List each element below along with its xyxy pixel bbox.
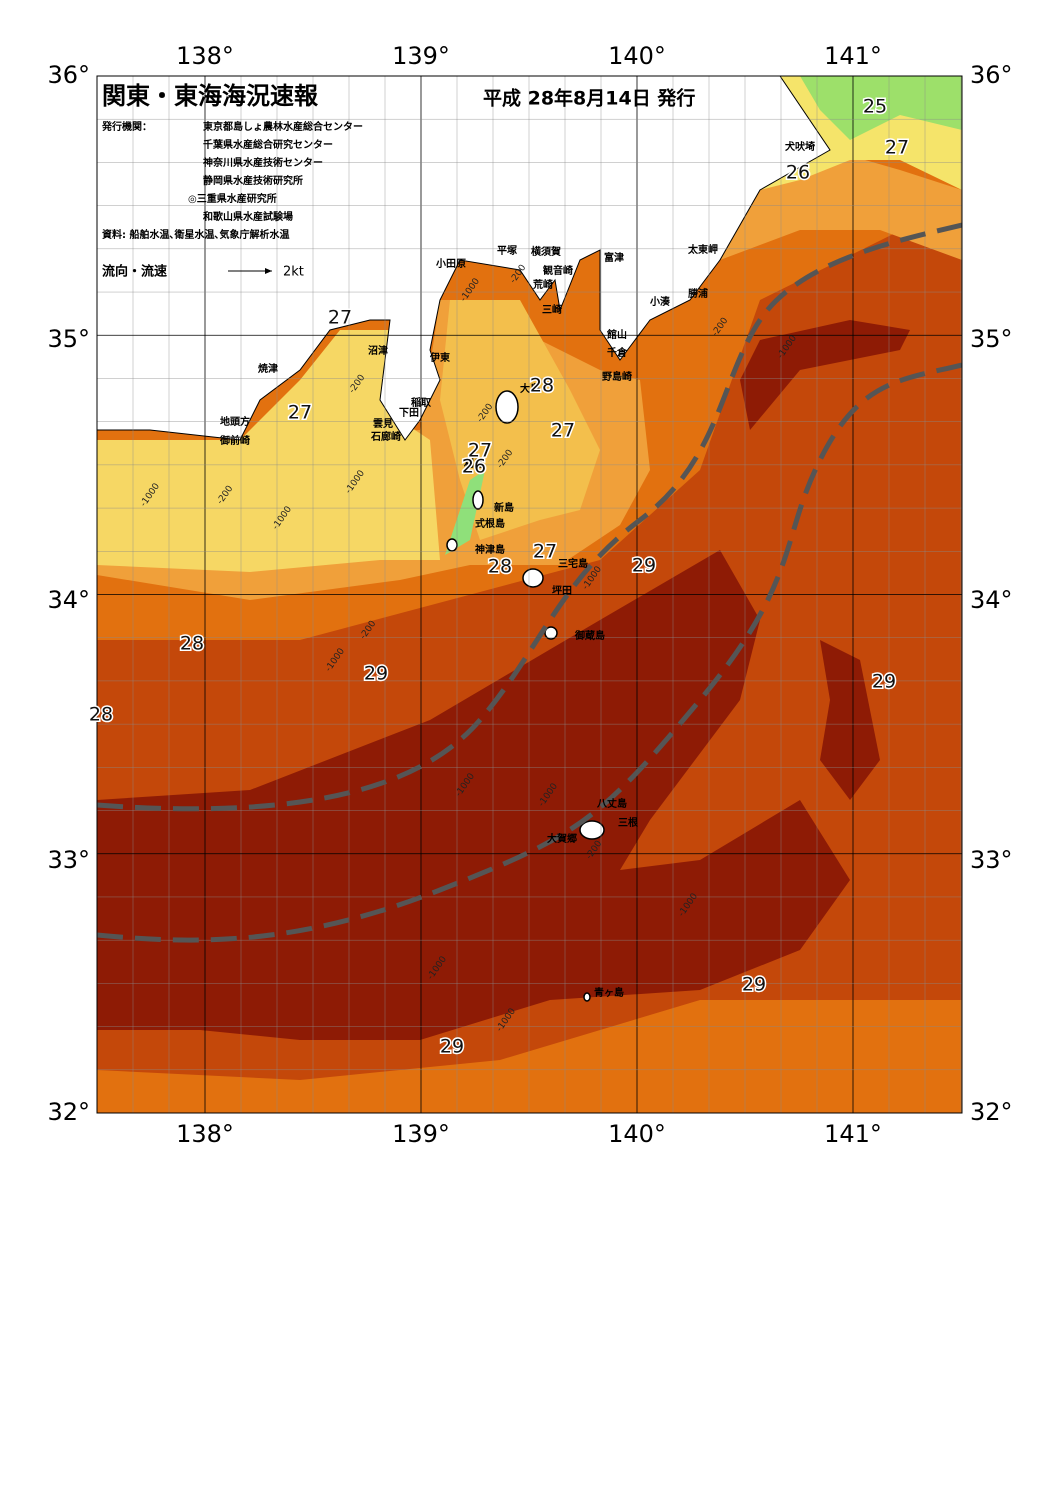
contour-label: 29 <box>742 974 766 996</box>
lat-label: 33° <box>47 846 90 874</box>
lat-label: 34° <box>47 586 90 614</box>
lon-label: 138° <box>176 42 234 70</box>
lat-label: 32° <box>47 1098 90 1126</box>
issuers-label: 発行機関： <box>101 120 152 133</box>
place-name: 勝浦 <box>688 287 708 300</box>
lat-label: 35° <box>47 325 90 353</box>
contour-label: 26 <box>786 162 810 184</box>
issuer: 東京都島しょ農林水産総合センター <box>203 120 363 133</box>
title: 関東・東海海況速報 <box>102 82 319 110</box>
place-name: 小田原 <box>435 257 466 270</box>
place-name: 犬吠埼 <box>785 140 815 153</box>
contour-label: 29 <box>872 671 896 693</box>
contour-label: 26 <box>462 456 486 478</box>
contour-label: 27 <box>288 402 312 424</box>
place-name: 御蔵島 <box>574 629 605 642</box>
lat-label: 32° <box>970 1098 1013 1126</box>
place-name: 石廊崎 <box>370 430 401 443</box>
place-name: 坪田 <box>552 584 572 597</box>
legend-label: 流向・流速 <box>102 264 167 280</box>
place-name: 御前崎 <box>219 434 250 447</box>
place-name: 富津 <box>604 251 624 264</box>
place-name: 野島崎 <box>602 370 632 383</box>
place-name: 小湊 <box>649 295 671 308</box>
lat-label: 34° <box>970 586 1013 614</box>
issue-date: 平成 28年8月14日 発行 <box>483 87 695 110</box>
place-name: 八丈島 <box>596 797 627 810</box>
place-name: 沼津 <box>368 344 388 357</box>
sst-field <box>97 76 962 1113</box>
place-name: 雲見 <box>373 418 393 430</box>
lon-label: 141° <box>824 42 882 70</box>
contour-label: 25 <box>863 96 887 118</box>
place-name: 大島 <box>520 382 540 395</box>
graticule <box>97 76 962 1113</box>
place-name: 神津島 <box>475 543 505 556</box>
issuer: 千葉県水産総合研究センター <box>203 138 333 151</box>
lon-label: 138° <box>176 1120 234 1148</box>
contour-label: 28 <box>488 556 512 578</box>
contour-label: 28 <box>530 375 554 397</box>
contour-label: 28 <box>89 704 113 726</box>
map-frame <box>96 75 963 1114</box>
contour-label: 27 <box>885 137 909 159</box>
legend-unit: 2kt <box>283 265 304 280</box>
contour-label: 29 <box>364 663 388 685</box>
kuroshio-axis <box>97 222 962 943</box>
contour-label: 29 <box>440 1036 464 1058</box>
lon-label: 139° <box>392 1120 450 1148</box>
place-name: 大賀郷 <box>547 832 577 845</box>
contour-label: 27 <box>328 307 352 329</box>
lon-label: 140° <box>608 42 666 70</box>
contour-label: 27 <box>533 541 557 563</box>
issuer: 神奈川県水産技術センター <box>203 156 323 169</box>
place-name: 荒崎 <box>532 278 553 291</box>
place-name: 館山 <box>606 328 627 341</box>
lon-label: 139° <box>392 42 450 70</box>
contour-label: 28 <box>180 633 204 655</box>
lat-label: 33° <box>970 846 1013 874</box>
place-name: 新島 <box>494 501 514 514</box>
place-name: 太東岬 <box>687 243 718 256</box>
place-name: 観音崎 <box>543 264 573 277</box>
place-name: 地頭方 <box>220 415 250 428</box>
place-name: 平塚 <box>497 244 517 257</box>
contour-label: 29 <box>632 555 656 577</box>
issuer: 和歌山県水産試験場 <box>202 210 293 223</box>
source: 資料: 船舶水温､衛星水温､気象庁解析水温 <box>102 228 289 241</box>
place-name: 式根島 <box>475 517 505 530</box>
lat-label: 35° <box>970 325 1013 353</box>
place-name: 焼津 <box>258 362 278 375</box>
place-name: 稲取 <box>411 396 432 409</box>
place-name: 三根 <box>618 816 638 829</box>
place-name: 横須賀 <box>531 245 561 258</box>
lon-label: 140° <box>608 1120 666 1148</box>
issuer: ◎三重県水産研究所 <box>188 192 277 205</box>
place-name: 三崎 <box>542 303 562 316</box>
contour-label: 27 <box>468 440 492 462</box>
place-name: 下田 <box>399 407 419 419</box>
lat-label: 36° <box>47 61 90 89</box>
place-name: 利島 <box>464 457 484 470</box>
contour-label: 27 <box>551 420 575 442</box>
lon-label: 141° <box>824 1120 882 1148</box>
place-name: 伊東 <box>429 351 450 364</box>
place-name: 青ヶ島 <box>594 986 624 999</box>
legend-arrowhead <box>265 268 272 274</box>
place-name: 千倉 <box>607 346 628 359</box>
place-name: 三宅島 <box>558 557 588 570</box>
lat-label: 36° <box>970 61 1013 89</box>
issuer: 静岡県水産技術研究所 <box>203 174 303 187</box>
